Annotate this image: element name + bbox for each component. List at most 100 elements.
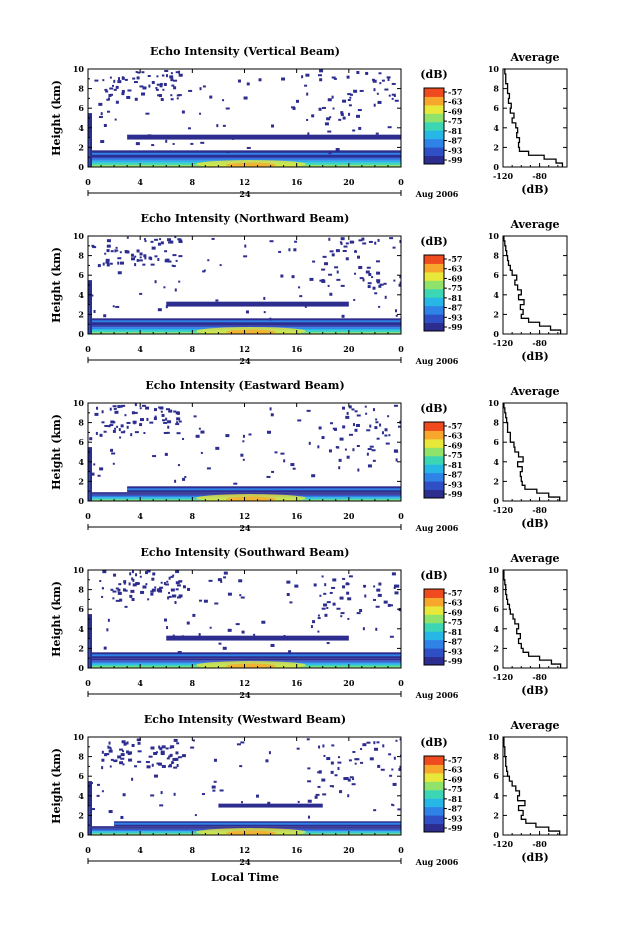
- speckle: [376, 271, 381, 275]
- speckle: [295, 99, 299, 103]
- speckle: [373, 809, 377, 812]
- speckle: [215, 446, 220, 450]
- colorbar-tick-label: -93: [448, 312, 463, 322]
- speckle: [368, 273, 372, 277]
- speckle: [163, 82, 167, 86]
- ytick-label: 6: [78, 437, 84, 447]
- colorbar-segment: [424, 147, 444, 157]
- speckle: [109, 93, 113, 96]
- colorbar-segment: [424, 96, 444, 106]
- speckle: [225, 151, 230, 154]
- speckle: [110, 420, 115, 424]
- speckle: [154, 415, 157, 419]
- profile-ytick-label: 10: [488, 64, 500, 74]
- speckle: [143, 238, 146, 241]
- speckle: [119, 251, 122, 254]
- xtick-label: 0: [398, 511, 404, 521]
- colorbar-segment: [424, 756, 444, 765]
- speckle: [142, 263, 146, 266]
- speckle: [301, 75, 304, 79]
- speckle: [394, 591, 399, 595]
- speckle: [114, 249, 117, 253]
- speckle: [101, 766, 104, 770]
- speckle: [393, 586, 396, 589]
- colorbar-tick-label: -75: [448, 283, 462, 293]
- speckle: [194, 814, 197, 817]
- speckle: [393, 404, 398, 407]
- colorbar-tick-label: -63: [448, 97, 463, 107]
- speckle: [333, 77, 337, 80]
- speckle: [366, 429, 371, 432]
- speckle: [373, 88, 376, 92]
- speckle: [389, 604, 393, 607]
- profile-ytick-label: 6: [493, 437, 499, 447]
- profile-xtick-label: -80: [532, 171, 547, 181]
- speckle: [321, 106, 326, 109]
- speckle: [312, 260, 316, 263]
- speckle: [107, 110, 111, 113]
- speckle: [348, 759, 352, 762]
- speckle: [131, 257, 136, 261]
- colorbar-tick-label: -87: [448, 804, 462, 814]
- profile-ytick-label: 4: [493, 457, 499, 467]
- speckle: [375, 421, 379, 424]
- speckle: [347, 794, 350, 798]
- profile-ytick-label: 8: [493, 84, 499, 94]
- speckle: [306, 738, 310, 741]
- speckle: [243, 96, 248, 100]
- speckle: [373, 741, 376, 745]
- speckle: [219, 789, 224, 792]
- xtick-label: 8: [190, 177, 196, 187]
- speckle: [105, 261, 110, 264]
- heatmap: [88, 236, 401, 334]
- speckle: [324, 583, 327, 587]
- speckle: [120, 753, 125, 757]
- speckle: [177, 651, 182, 654]
- profile-ytick-label: 10: [488, 398, 500, 408]
- speckle: [171, 84, 175, 87]
- panel-title: Echo Intensity (Vertical Beam): [150, 45, 340, 58]
- speckle: [160, 241, 164, 245]
- speckle: [389, 635, 394, 638]
- speckle: [152, 572, 156, 576]
- speckle: [330, 770, 334, 774]
- speckle: [391, 768, 394, 771]
- colorbar-tick-label: -75: [448, 784, 462, 794]
- speckle: [383, 282, 387, 285]
- speckle: [294, 584, 299, 588]
- speckle: [195, 434, 200, 438]
- speckle: [126, 421, 131, 424]
- colorbar-segment: [424, 656, 444, 666]
- colorbar-segment: [424, 305, 444, 315]
- speckle: [245, 310, 249, 314]
- speckle: [354, 428, 358, 432]
- speckle: [280, 274, 284, 278]
- colorbar-tick-label: -69: [448, 774, 463, 784]
- speckle: [93, 463, 96, 466]
- speckle: [225, 434, 230, 438]
- speckle: [318, 745, 321, 749]
- speckle: [253, 633, 256, 636]
- xtick-label: 16: [291, 177, 303, 187]
- speckle: [132, 583, 137, 587]
- speckle: [332, 602, 336, 606]
- speckle: [356, 612, 361, 615]
- speckle: [209, 95, 213, 99]
- speckle: [379, 283, 384, 286]
- speckle: [145, 583, 148, 586]
- speckle: [369, 757, 374, 761]
- speckle: [257, 150, 261, 153]
- speckle: [366, 266, 371, 269]
- speckle: [335, 148, 340, 152]
- speckle: [342, 585, 346, 589]
- speckle: [366, 741, 371, 744]
- speckle: [340, 615, 343, 618]
- speckle: [200, 451, 203, 454]
- speckle: [342, 249, 347, 252]
- speckle: [384, 88, 389, 91]
- speckle: [345, 415, 350, 419]
- speckle: [117, 80, 122, 84]
- speckle: [240, 453, 244, 457]
- colorbar-label: (dB): [420, 569, 447, 582]
- speckle: [394, 99, 399, 102]
